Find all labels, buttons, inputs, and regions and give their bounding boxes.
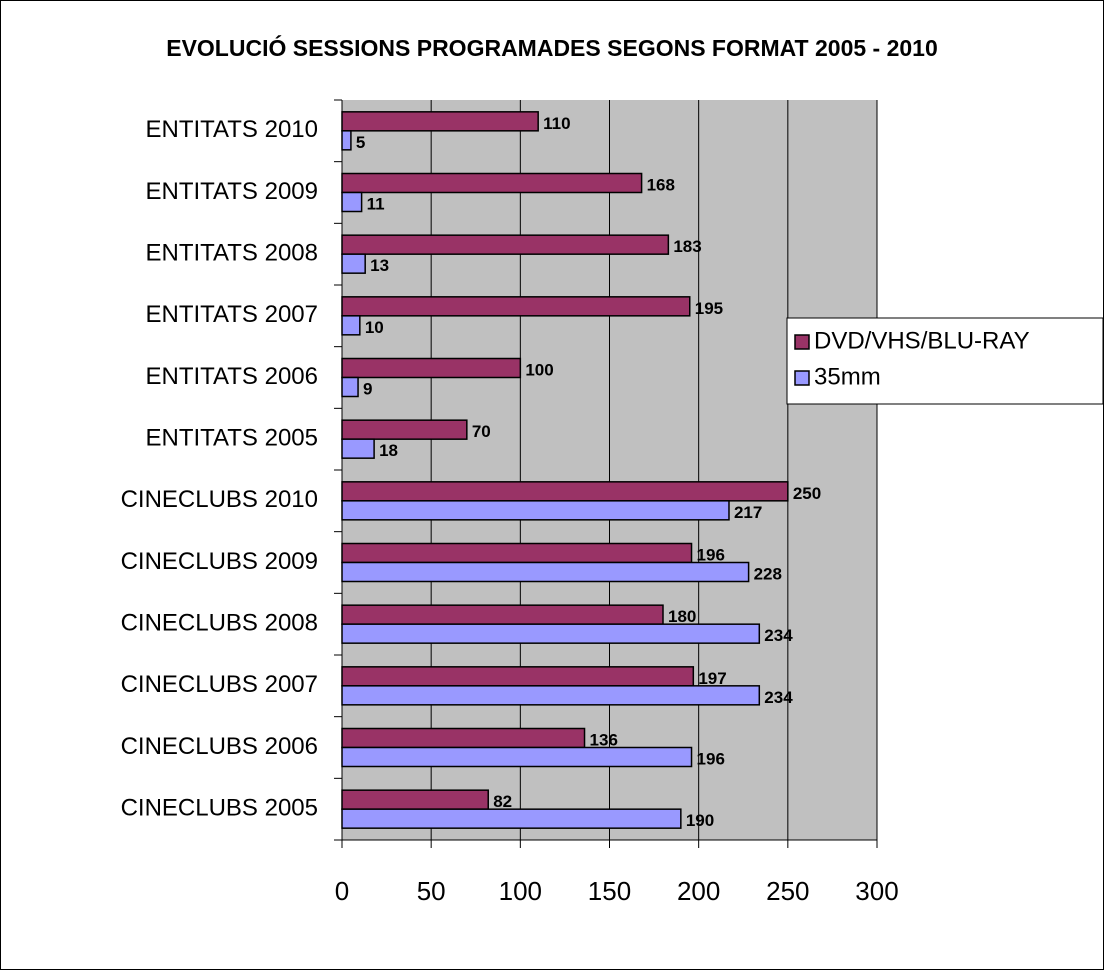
x-tick-label: 100 <box>499 876 542 906</box>
bar <box>341 111 539 132</box>
data-label: 195 <box>695 299 723 318</box>
y-tick-label: ENTITATS 2006 <box>146 363 319 390</box>
data-label: 82 <box>493 792 512 811</box>
bar <box>341 604 664 625</box>
y-tick-label: ENTITATS 2009 <box>146 178 319 205</box>
data-label: 110 <box>543 114 570 133</box>
x-tick-label: 150 <box>588 876 631 906</box>
x-tick-label: 0 <box>335 876 349 906</box>
legend-swatch <box>794 334 810 350</box>
legend-box <box>786 317 1104 405</box>
data-label: 197 <box>698 669 726 688</box>
bar <box>341 253 366 274</box>
data-label: 196 <box>697 749 725 768</box>
bar <box>341 481 789 502</box>
bar <box>341 746 693 768</box>
data-label: 11 <box>367 194 385 213</box>
y-tick-label: ENTITATS 2005 <box>146 425 319 452</box>
data-label: 217 <box>734 503 762 522</box>
data-label: 100 <box>525 360 553 379</box>
bar <box>341 500 730 521</box>
data-label: 183 <box>673 237 701 256</box>
data-label: 196 <box>697 545 725 564</box>
y-tick-label: CINECLUBS 2009 <box>121 548 318 575</box>
bar <box>341 234 670 255</box>
bar <box>341 357 522 379</box>
y-tick-label: ENTITATS 2007 <box>146 301 319 328</box>
bar <box>341 419 468 440</box>
bar <box>341 808 682 829</box>
y-tick-label: CINECLUBS 2005 <box>121 795 318 822</box>
bar <box>341 666 695 687</box>
bar <box>341 315 361 336</box>
bar <box>341 191 363 213</box>
data-label: 70 <box>472 422 491 441</box>
data-label: 10 <box>365 318 384 337</box>
bar <box>341 789 489 810</box>
y-tick-label: CINECLUBS 2007 <box>121 671 318 698</box>
bar <box>341 438 375 459</box>
bar <box>341 542 693 564</box>
legend-swatch <box>794 370 810 386</box>
bar <box>341 296 691 317</box>
bar <box>341 376 359 398</box>
data-label: 5 <box>356 133 365 152</box>
x-tick-label: 200 <box>677 876 720 906</box>
y-tick-label: CINECLUBS 2010 <box>121 486 318 513</box>
bar <box>341 685 761 706</box>
bar <box>341 130 352 151</box>
data-label: 168 <box>647 175 675 194</box>
data-label: 234 <box>764 626 793 645</box>
y-tick-label: CINECLUBS 2008 <box>121 610 318 637</box>
data-label: 250 <box>793 484 821 503</box>
data-label: 18 <box>379 441 398 460</box>
y-tick-label: ENTITATS 2010 <box>146 116 319 143</box>
data-label: 136 <box>590 730 618 749</box>
bar <box>341 727 586 749</box>
data-label: 9 <box>363 379 372 398</box>
data-label: 180 <box>668 607 696 626</box>
bar <box>341 623 761 644</box>
chart-title: EVOLUCIÓ SESSIONS PROGRAMADES SEGONS FOR… <box>166 34 938 61</box>
legend-label: 35mm <box>814 363 881 390</box>
legend-label: DVD/VHS/BLU-RAY <box>814 327 1030 354</box>
bar <box>341 561 750 583</box>
data-label: 190 <box>686 811 714 830</box>
x-tick-label: 50 <box>417 876 446 906</box>
y-tick-label: ENTITATS 2008 <box>146 240 319 267</box>
data-label: 234 <box>764 688 793 707</box>
bar <box>341 172 643 194</box>
y-tick-label: CINECLUBS 2006 <box>121 733 318 760</box>
data-label: 13 <box>370 256 389 275</box>
x-tick-label: 300 <box>855 876 898 906</box>
x-tick-label: 250 <box>766 876 809 906</box>
data-label: 228 <box>754 564 782 583</box>
